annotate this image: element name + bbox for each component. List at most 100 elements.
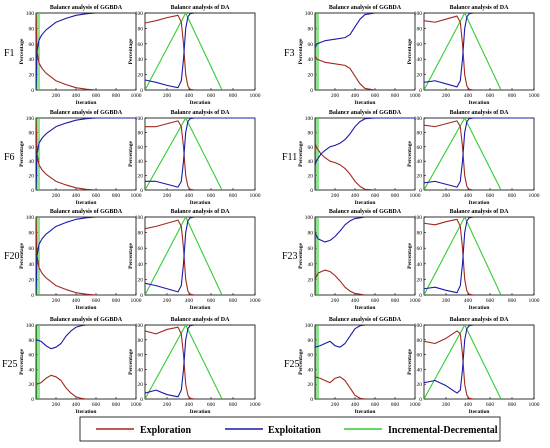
y-tick-label: 60 [29, 42, 35, 48]
y-tick-label: 0 [140, 188, 143, 194]
x-axis-label: Iteration [190, 100, 211, 106]
x-tick-label: 800 [391, 93, 400, 99]
exploration-line [315, 376, 366, 399]
x-tick-label: 400 [464, 402, 473, 408]
x-tick-label: 600 [92, 193, 101, 199]
exploration-line [424, 120, 474, 190]
plot-area [315, 325, 415, 399]
x-tick-label: 400 [351, 193, 360, 199]
y-tick-label: 80 [417, 231, 423, 237]
x-tick-label: 200 [442, 93, 451, 99]
chart-title: Balance analysis of DA [450, 110, 510, 116]
y-tick-label: 100 [414, 116, 423, 122]
y-tick-label: 20 [417, 174, 423, 180]
x-tick-label: 600 [486, 298, 495, 304]
y-tick-label: 100 [135, 215, 144, 221]
x-tick-label: 200 [442, 402, 451, 408]
chart-panel: Balance analysis of DA 0 20 40 60 80 100 200 400… [128, 5, 261, 106]
x-tick-label: 800 [229, 193, 238, 199]
x-tick-label: 600 [371, 298, 380, 304]
chart-title: Balance analysis of DA [171, 209, 231, 215]
x-tick-label: 1000 [131, 93, 142, 99]
y-tick-label: 40 [308, 262, 314, 268]
x-tick-label: 200 [442, 298, 451, 304]
x-tick-label: 400 [72, 402, 81, 408]
chart-title: Balance analysis of DA [450, 317, 510, 323]
x-axis-label: Iteration [469, 200, 490, 206]
chart-panel: Balance analysis of GGBDA020406080100200… [2, 317, 142, 415]
y-tick-label: 0 [310, 397, 313, 403]
chart-title: Balance analysis of DA [171, 317, 231, 323]
y-tick-label: 20 [308, 174, 314, 180]
x-tick-label: 1000 [131, 402, 142, 408]
plot-area [315, 118, 415, 190]
exploitation-line [315, 118, 415, 166]
y-tick-label: 80 [308, 26, 314, 32]
x-tick-label: 200 [331, 402, 340, 408]
x-tick-label: 400 [464, 298, 473, 304]
y-tick-label: 20 [29, 174, 35, 180]
exploitation-line [36, 325, 136, 350]
exploration-line [36, 218, 97, 295]
plot-area [424, 325, 534, 399]
y-tick-label: 80 [308, 231, 314, 237]
y-tick-label: 80 [417, 26, 423, 32]
x-axis-label: Iteration [190, 409, 211, 415]
x-tick-label: 200 [163, 93, 172, 99]
x-tick-label: 400 [72, 193, 81, 199]
x-tick-label: 600 [371, 193, 380, 199]
x-tick-label: 1000 [529, 193, 540, 199]
x-tick-label: 400 [351, 402, 360, 408]
plot-frame [144, 117, 256, 191]
chart-panel: Balance analysis of DA 0 20 40 60 80 100 200 400… [407, 5, 540, 106]
x-tick-label: 600 [207, 298, 216, 304]
y-tick-label: 40 [417, 367, 423, 373]
x-tick-label: 600 [207, 93, 216, 99]
x-axis-label: Iteration [355, 100, 376, 106]
y-tick-label: 20 [308, 73, 314, 79]
x-tick-label: 800 [229, 298, 238, 304]
x-tick-label: 200 [52, 193, 61, 199]
y-tick-label: 0 [31, 188, 34, 194]
y-tick-label: 60 [417, 42, 423, 48]
chart-title: Balance analysis of DA [450, 5, 510, 11]
y-tick-label: 40 [417, 262, 423, 268]
x-axis-label: Iteration [76, 100, 97, 106]
chart-panel: Balance analysis of GGBDA020406080100200… [284, 317, 421, 415]
legend-box [79, 416, 501, 442]
x-tick-label: 400 [351, 93, 360, 99]
plot-frame [144, 216, 256, 296]
y-tick-label: 60 [308, 145, 314, 151]
y-tick-label: 40 [138, 57, 144, 63]
x-tick-label: 1000 [131, 298, 142, 304]
plot-area [315, 217, 415, 295]
incremental-decremental-line [424, 118, 502, 190]
y-tick-label: 60 [138, 145, 144, 151]
x-tick-label: 200 [331, 93, 340, 99]
y-tick-label: 100 [414, 11, 423, 17]
y-tick-label: 80 [417, 338, 423, 344]
y-tick-label: 100 [414, 215, 423, 221]
y-tick-label: 40 [29, 262, 35, 268]
y-tick-label: 100 [26, 116, 35, 122]
y-tick-label: 0 [419, 397, 422, 403]
function-label: F6 [4, 152, 15, 163]
y-tick-label: 0 [310, 188, 313, 194]
x-tick-label: 200 [163, 402, 172, 408]
y-axis-label: Percentage [407, 141, 413, 167]
incremental-decremental-line [145, 325, 223, 399]
y-tick-label: 80 [138, 26, 144, 32]
chart-panel: Balance analysis of DA 0 20 40 60 80 100 200 400… [407, 110, 540, 206]
x-axis-label: Iteration [355, 200, 376, 206]
y-axis-label: Percentage [128, 243, 134, 269]
x-tick-label: 800 [508, 193, 517, 199]
y-axis-label: Percentage [19, 141, 25, 167]
x-axis-label: Iteration [190, 305, 211, 311]
x-tick-label: 1000 [250, 298, 261, 304]
x-tick-label: 800 [508, 402, 517, 408]
legend: Exploration Exploitation Incremental-Decre… [79, 416, 501, 442]
y-tick-label: 0 [140, 397, 143, 403]
incremental-decremental-line [424, 13, 502, 90]
plot-area [36, 217, 136, 295]
plot-frame [314, 12, 416, 91]
